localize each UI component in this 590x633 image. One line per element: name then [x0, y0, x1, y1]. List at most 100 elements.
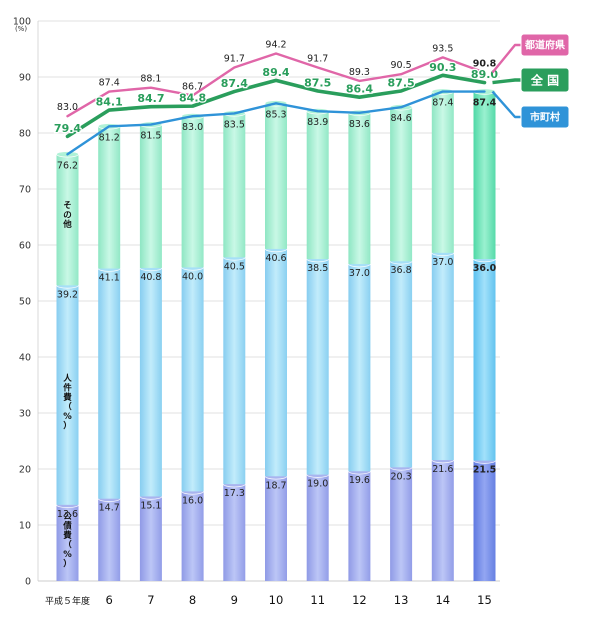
shichoson-value-label: 83.9: [307, 117, 328, 128]
bar-segment-sonota: [390, 107, 413, 262]
zenkoku-value-label: 89.4: [262, 66, 289, 79]
kousaihi-value-label: 16.0: [182, 495, 203, 506]
y-tick-label: 20: [19, 465, 31, 476]
legend-todofuken-label: 都道府県: [524, 39, 565, 52]
legend-zenkoku: 全 国: [492, 67, 570, 93]
zenkoku-value-label: 90.3: [429, 61, 456, 74]
bar-segment-jinkenhi: [473, 259, 496, 461]
todofuken-value-label: 91.7: [307, 53, 328, 64]
bar-segment-kousaihi: [139, 496, 162, 581]
bar-segment-kousaihi: [98, 498, 121, 581]
todofuken-value-label: 88.1: [140, 74, 161, 85]
zenkoku-value-label: 84.1: [96, 96, 123, 109]
jinkenhi-value-label: 39.2: [57, 289, 78, 300]
bar-segment-sonota: [139, 124, 162, 268]
jinkenhi-value-label: 40.0: [182, 271, 203, 282]
x-tick-label: 15: [477, 593, 492, 607]
shichoson-value-label: 83.0: [182, 122, 203, 133]
zenkoku-value-label: 87.5: [304, 77, 331, 90]
todofuken-value-label: 91.7: [224, 53, 245, 64]
kousaihi-series-label: 公債費（%）: [62, 512, 72, 570]
shichoson-value-label: 81.5: [140, 131, 161, 142]
shichoson-line: [66, 90, 486, 156]
todofuken-value-label: 90.8: [473, 59, 497, 70]
y-tick-label: 30: [19, 409, 31, 420]
jinkenhi-value-label: 40.6: [265, 253, 286, 264]
stacked-bars: [56, 88, 496, 581]
jinkenhi-value-label: 36.0: [473, 263, 497, 274]
bar-segment-jinkenhi: [56, 285, 79, 505]
zenkoku-value-label: 79.4: [54, 122, 81, 135]
bar-segment-sonota: [306, 111, 329, 259]
bar-segment-kousaihi: [348, 471, 371, 581]
bar-segment-jinkenhi: [223, 257, 246, 485]
bar-segment-sonota: [473, 91, 496, 259]
legend-zenkoku-label: 全 国: [530, 72, 559, 87]
y-tick-label: 70: [19, 185, 31, 196]
kousaihi-value-label: 15.1: [140, 500, 161, 511]
y-tick-label: 10: [19, 521, 31, 532]
todofuken-value-label: 94.2: [265, 39, 286, 50]
zenkoku-value-label: 84.7: [137, 92, 164, 105]
bar-segment-kousaihi: [56, 504, 79, 581]
x-tick-label: 10: [269, 593, 284, 607]
bar-segment-kousaihi: [431, 460, 454, 581]
kousaihi-value-label: 20.3: [391, 471, 412, 482]
bar-segment-jinkenhi: [431, 252, 454, 461]
bar-segment-kousaihi: [265, 476, 287, 581]
y-tick-label: 50: [19, 297, 31, 308]
y-tick-label: 60: [19, 241, 31, 252]
bar-segment-kousaihi: [390, 467, 413, 581]
bar-segment-jinkenhi: [265, 248, 287, 477]
shichoson-value-label: 81.2: [99, 132, 120, 143]
kousaihi-value-label: 14.7: [99, 503, 120, 514]
x-tick-label: 11: [310, 593, 325, 607]
bar-segment-sonota: [348, 112, 371, 265]
zenkoku-value-label: 84.8: [179, 92, 206, 105]
kousaihi-value-label: 17.3: [224, 488, 245, 499]
jinkenhi-value-label: 40.8: [140, 272, 161, 283]
shichoson-value-label: 76.2: [57, 160, 78, 171]
line-series: [65, 52, 487, 156]
shichoson-value-label: 84.6: [391, 113, 412, 124]
todofuken-value-label: 83.0: [57, 102, 78, 113]
zenkoku-value-label: 89.0: [471, 68, 498, 81]
jinkenhi-value-label: 37.0: [432, 257, 453, 268]
legend-shichoson-box: [520, 105, 570, 129]
jinkenhi-series-label: 人件費（%）: [62, 373, 72, 432]
jinkenhi-value-label: 37.0: [349, 268, 370, 279]
bar-segment-sonota: [265, 103, 287, 249]
bar-segment-kousaihi: [306, 474, 329, 581]
jinkenhi-value-label: 40.5: [224, 261, 245, 272]
bar-segment-jinkenhi: [98, 268, 121, 499]
line-value-labels: 13.6 39.2 14.7 41.1 15.1 40.8 16.0 40.0 17.3 40.5…: [53, 39, 500, 519]
zenkoku-value-label: 87.5: [388, 77, 415, 90]
y-axis-unit-label: (%): [15, 25, 27, 33]
bar-segment-jinkenhi: [348, 264, 371, 472]
y-tick-label: 80: [19, 129, 31, 140]
legend-shichoson-label: 市町村: [530, 111, 560, 124]
x-tick-label: 9: [231, 593, 238, 607]
y-tick-label: 90: [19, 73, 31, 84]
todofuken-value-label: 89.3: [349, 67, 370, 78]
legend-todofuken-connector: [491, 43, 521, 74]
shichoson-value-label: 85.3: [265, 109, 286, 120]
bar-segment-sonota: [56, 154, 79, 286]
bar-segment-sonota: [181, 116, 204, 268]
kousaihi-value-label: 21.6: [432, 464, 453, 475]
bar-segment-sonota: [223, 113, 246, 258]
bar-segment-jinkenhi: [390, 261, 413, 468]
todofuken-value-label: 90.5: [391, 60, 412, 71]
zenkoku-line: [65, 73, 487, 139]
legend-shichoson: 市町村: [491, 90, 570, 129]
shichoson-value-label: 83.6: [349, 119, 370, 130]
legend-zenkoku-connector: [492, 78, 521, 85]
bar-segment-kousaihi: [181, 491, 204, 581]
bar-segment-jinkenhi: [139, 267, 162, 497]
x-tick-label: 14: [435, 593, 450, 607]
vertical-segment-labels: 公債費（%） 人件費（%） その他: [62, 201, 72, 570]
zenkoku-value-label: 86.4: [346, 83, 373, 96]
todofuken-value-label: 87.4: [99, 78, 120, 89]
